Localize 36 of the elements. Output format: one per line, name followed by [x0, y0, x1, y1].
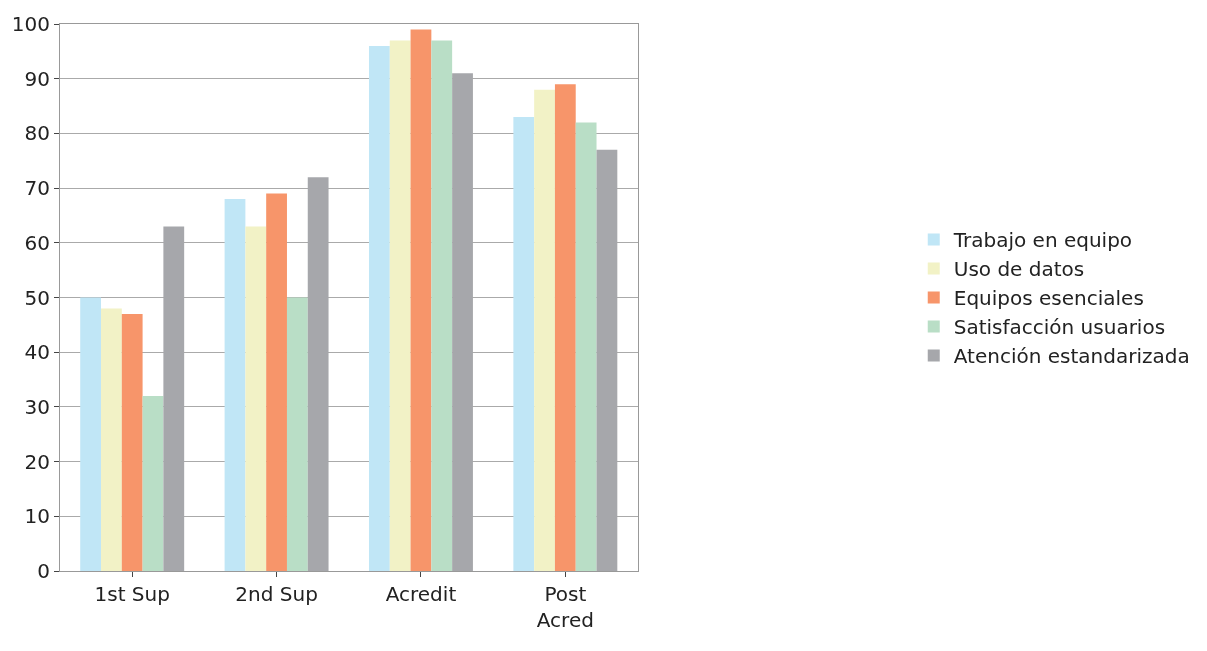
bar	[554, 84, 576, 571]
bar	[266, 193, 287, 571]
y-tick-label: 100	[11, 12, 50, 36]
bar	[368, 45, 390, 571]
legend-label: Satisfacción usuarios	[953, 315, 1166, 340]
bar	[101, 308, 122, 571]
y-tick-label: 50	[24, 285, 50, 310]
legend-label: Atención estandarizada	[953, 344, 1190, 369]
bar	[389, 40, 411, 571]
legend-label: Equipos esenciales	[953, 286, 1144, 311]
y-tick-label: 30	[24, 394, 50, 419]
bar	[142, 395, 164, 571]
bar	[245, 226, 267, 571]
y-tick-label: 20	[24, 449, 50, 474]
bar	[431, 40, 453, 571]
x-tick-label: Post Acred	[536, 582, 594, 632]
y-tick-label: 70	[24, 176, 50, 201]
x-tick-label: 1st Sup	[94, 582, 170, 606]
bar	[513, 116, 535, 571]
y-tick-label: 90	[24, 66, 50, 91]
y-tick-label: 60	[24, 230, 50, 255]
bar	[410, 29, 432, 571]
y-tick-label: 80	[24, 121, 50, 146]
bar	[286, 297, 308, 571]
x-tick-label: 2nd Sup	[235, 582, 318, 606]
y-tick-label: 0	[37, 559, 50, 583]
y-tick-label: 10	[24, 504, 50, 529]
bar	[80, 297, 101, 571]
legend-label: Trabajo en equipo	[952, 228, 1133, 253]
bar	[121, 313, 143, 571]
bar	[534, 89, 555, 571]
legend-label: Uso de datos	[953, 257, 1085, 282]
bar	[224, 199, 246, 571]
x-tick-label: Acredit	[385, 582, 457, 606]
y-tick-label: 40	[24, 340, 50, 365]
bar	[575, 122, 597, 571]
